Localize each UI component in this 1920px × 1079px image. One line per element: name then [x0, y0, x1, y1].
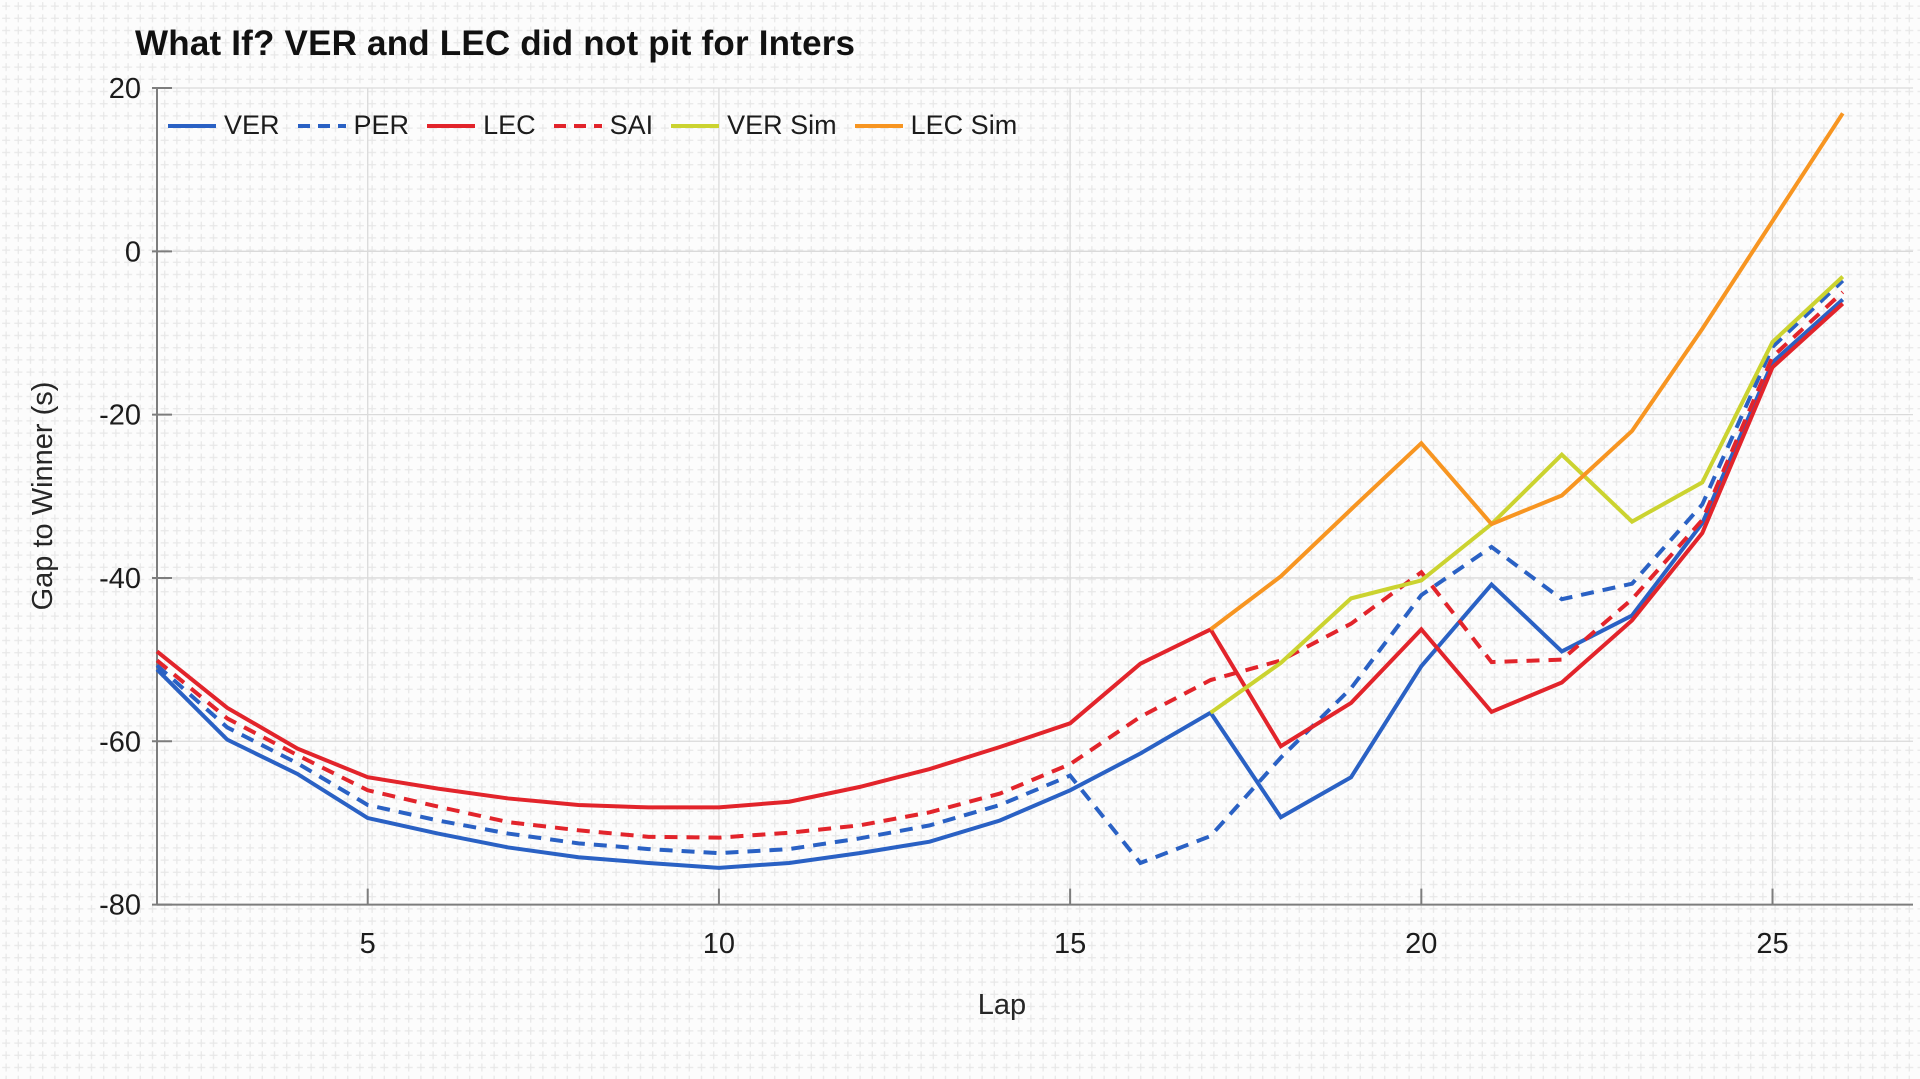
y-tick-label: 20 [109, 73, 141, 105]
series-line-lec [155, 302, 1845, 810]
legend-line-sample [297, 123, 346, 128]
legend-item-ver: VER [168, 110, 280, 141]
series-line-lec-sim [1209, 112, 1845, 632]
legend-line-sample [553, 123, 602, 128]
legend-line-sample [168, 123, 216, 128]
legend-item-ver-sim: VER Sim [671, 110, 837, 141]
legend-line-sample [671, 123, 720, 128]
tick-labels: 5 10 15 20 25 20 0 -20 -40 -60 -80 [99, 73, 1789, 960]
x-axis-label: Lap [978, 989, 1026, 1021]
legend-label: LEC Sim [910, 110, 1018, 140]
series-line-per [155, 279, 1845, 866]
y-tick-label: -80 [99, 890, 141, 922]
legend-label: PER [353, 110, 410, 140]
legend-item-lec: LEC [427, 110, 536, 141]
y-tick-label: -20 [99, 400, 141, 432]
legend-item-sai: SAI [553, 110, 654, 141]
x-tick-label: 15 [1054, 928, 1086, 960]
legend-label: SAI [609, 110, 654, 140]
legend-label: VER [224, 110, 280, 140]
series-line-ver [155, 298, 1845, 870]
legend-item-lec-sim: LEC Sim [854, 110, 1018, 141]
series-lines [155, 112, 1845, 870]
y-tick-label: 0 [125, 236, 141, 268]
legend: VER PER LEC SAI VER Sim LEC Sim [168, 110, 1017, 141]
legend-label: LEC [483, 110, 536, 140]
x-tick-label: 5 [360, 928, 376, 960]
legend-line-sample [854, 123, 903, 128]
chart-title: What If? VER and LEC did not pit for Int… [135, 24, 856, 63]
y-tick-label: -40 [99, 563, 141, 595]
legend-label: VER Sim [727, 110, 837, 140]
axis-spines [156, 88, 1913, 906]
y-axis-label: Gap to Winner (s) [27, 382, 59, 611]
legend-line-sample [427, 123, 476, 128]
y-tick-label: -60 [99, 726, 141, 758]
series-line-ver-sim [1209, 275, 1845, 715]
legend-item-per: PER [297, 110, 410, 141]
series-line-sai [155, 290, 1845, 840]
x-tick-label: 20 [1405, 928, 1437, 960]
x-tick-label: 10 [703, 928, 735, 960]
x-tick-label: 25 [1756, 928, 1788, 960]
